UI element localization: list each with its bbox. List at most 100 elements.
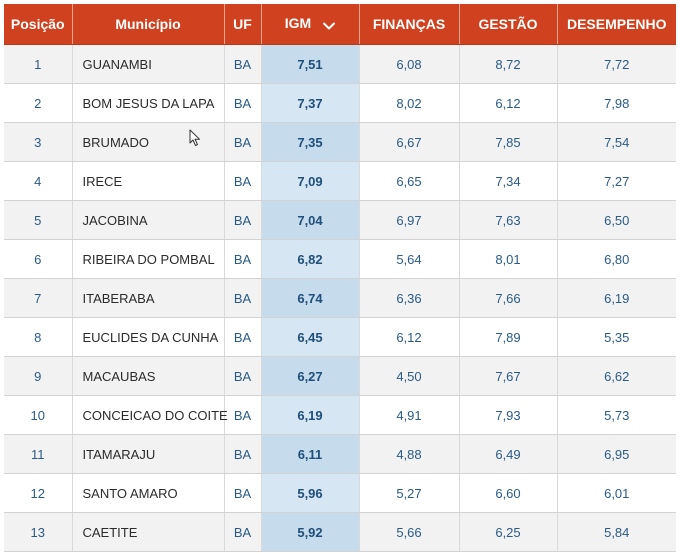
cell-financas: 6,08 (359, 44, 460, 84)
header-financas-label: FINANÇAS (372, 16, 446, 32)
cell-financas: 8,02 (359, 83, 460, 123)
cell-posicao: 12 (4, 473, 73, 513)
cell-desempenho: 7,98 (557, 83, 676, 123)
table-row[interactable]: 10 CONCEICAO DO COITE BA 6,19 4,91 7,93 5,73 (4, 395, 676, 435)
cell-municipio[interactable]: ITABERABA (72, 278, 225, 318)
cell-desempenho: 5,84 (557, 512, 676, 552)
cell-municipio[interactable]: GUANAMBI (72, 44, 225, 84)
table-row[interactable]: 8 EUCLIDES DA CUNHA BA 6,45 6,12 7,89 5,35 (4, 317, 676, 357)
cell-gestao: 7,67 (459, 356, 558, 396)
cell-gestao: 7,93 (459, 395, 558, 435)
cell-posicao: 1 (4, 44, 73, 84)
cell-desempenho: 6,80 (557, 239, 676, 279)
header-igm[interactable]: IGM (261, 4, 360, 45)
table-body: 1 GUANAMBI BA 7,51 6,08 8,72 7,72 2 BOM JESUS DA… (4, 44, 676, 552)
cell-desempenho: 5,73 (557, 395, 676, 435)
cell-gestao: 6,60 (459, 473, 558, 513)
header-uf[interactable]: UF (224, 4, 262, 45)
cell-financas: 6,65 (359, 161, 460, 201)
cell-desempenho: 7,27 (557, 161, 676, 201)
cell-igm: 7,09 (261, 161, 360, 201)
cell-gestao: 6,12 (459, 83, 558, 123)
cell-uf: BA (224, 434, 262, 474)
header-igm-label: IGM (284, 15, 312, 32)
cell-municipio[interactable]: IRECE (72, 161, 225, 201)
cell-desempenho: 6,50 (557, 200, 676, 240)
cell-desempenho: 7,54 (557, 122, 676, 162)
table-row[interactable]: 2 BOM JESUS DA LAPA BA 7,37 8,02 6,12 7,98 (4, 83, 676, 123)
cell-igm: 6,82 (261, 239, 360, 279)
cell-uf: BA (224, 44, 262, 84)
cell-uf: BA (224, 239, 262, 279)
cell-gestao: 7,63 (459, 200, 558, 240)
cell-uf: BA (224, 161, 262, 201)
cell-municipio[interactable]: BOM JESUS DA LAPA (72, 83, 225, 123)
table-row[interactable]: 7 ITABERABA BA 6,74 6,36 7,66 6,19 (4, 278, 676, 318)
cell-financas: 6,67 (359, 122, 460, 162)
cell-posicao: 2 (4, 83, 73, 123)
cell-financas: 4,88 (359, 434, 460, 474)
cell-desempenho: 6,62 (557, 356, 676, 396)
cell-desempenho: 6,19 (557, 278, 676, 318)
cell-desempenho: 6,95 (557, 434, 676, 474)
table-row[interactable]: 5 JACOBINA BA 7,04 6,97 7,63 6,50 (4, 200, 676, 240)
header-gestao[interactable]: GESTÃO (459, 4, 558, 45)
cell-financas: 5,27 (359, 473, 460, 513)
cell-igm: 5,96 (261, 473, 360, 513)
cell-municipio[interactable]: CAETITE (72, 512, 225, 552)
cell-financas: 5,64 (359, 239, 460, 279)
cell-uf: BA (224, 122, 262, 162)
cell-municipio[interactable]: MACAUBAS (72, 356, 225, 396)
header-financas[interactable]: FINANÇAS (359, 4, 460, 45)
cell-posicao: 11 (4, 434, 73, 474)
table-row[interactable]: 9 MACAUBAS BA 6,27 4,50 7,67 6,62 (4, 356, 676, 396)
cell-uf: BA (224, 83, 262, 123)
cell-municipio[interactable]: CONCEICAO DO COITE (72, 395, 228, 435)
header-desempenho-label: DESEMPENHO (566, 16, 667, 32)
cell-municipio[interactable]: SANTO AMARO (72, 473, 225, 513)
table-row[interactable]: 13 CAETITE BA 5,92 5,66 6,25 5,84 (4, 512, 676, 552)
cell-igm: 6,27 (261, 356, 360, 396)
header-uf-label: UF (233, 16, 252, 32)
cell-uf: BA (224, 317, 262, 357)
cell-gestao: 7,85 (459, 122, 558, 162)
table-row[interactable]: 1 GUANAMBI BA 7,51 6,08 8,72 7,72 (4, 44, 676, 84)
table-row[interactable]: 3 BRUMADO BA 7,35 6,67 7,85 7,54 (4, 122, 676, 162)
ranking-table: Posição Município UF IGM FINANÇAS GESTÃO… (4, 4, 676, 552)
cell-gestao: 7,66 (459, 278, 558, 318)
cell-igm: 6,11 (261, 434, 360, 474)
cell-gestao: 6,25 (459, 512, 558, 552)
chevron-down-icon[interactable] (323, 17, 336, 33)
cell-igm: 7,51 (261, 44, 360, 84)
cell-uf: BA (224, 200, 262, 240)
cell-municipio[interactable]: EUCLIDES DA CUNHA (72, 317, 225, 357)
cell-igm: 5,92 (261, 512, 360, 552)
header-posicao[interactable]: Posição (4, 4, 73, 45)
cell-municipio[interactable]: RIBEIRA DO POMBAL (72, 239, 225, 279)
table-row[interactable]: 11 ITAMARAJU BA 6,11 4,88 6,49 6,95 (4, 434, 676, 474)
header-posicao-label: Posição (10, 16, 65, 32)
cell-municipio[interactable]: ITAMARAJU (72, 434, 225, 474)
cell-municipio[interactable]: BRUMADO (72, 122, 225, 162)
header-desempenho[interactable]: DESEMPENHO (557, 4, 676, 45)
cell-financas: 4,50 (359, 356, 460, 396)
cell-igm: 7,35 (261, 122, 360, 162)
cell-financas: 6,12 (359, 317, 460, 357)
cell-posicao: 9 (4, 356, 73, 396)
cell-igm: 6,74 (261, 278, 360, 318)
cell-financas: 4,91 (359, 395, 460, 435)
cell-posicao: 10 (4, 395, 73, 435)
cell-uf: BA (224, 473, 262, 513)
cell-gestao: 8,01 (459, 239, 558, 279)
cell-gestao: 7,34 (459, 161, 558, 201)
cell-uf: BA (224, 356, 262, 396)
cell-uf: BA (224, 395, 262, 435)
table-row[interactable]: 12 SANTO AMARO BA 5,96 5,27 6,60 6,01 (4, 473, 676, 513)
cell-municipio[interactable]: JACOBINA (72, 200, 225, 240)
table-row[interactable]: 4 IRECE BA 7,09 6,65 7,34 7,27 (4, 161, 676, 201)
cell-desempenho: 6,01 (557, 473, 676, 513)
header-municipio[interactable]: Município (72, 4, 225, 45)
table-row[interactable]: 6 RIBEIRA DO POMBAL BA 6,82 5,64 8,01 6,80 (4, 239, 676, 279)
cell-gestao: 8,72 (459, 44, 558, 84)
